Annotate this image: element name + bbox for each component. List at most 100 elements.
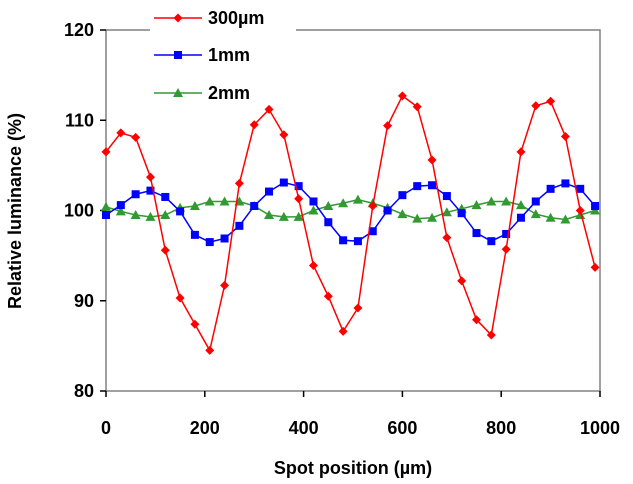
data-point [561,179,570,188]
data-point [353,303,363,313]
data-point [427,212,438,222]
data-point [501,244,511,254]
y-axis-title: Relative luminance (%) [5,113,25,309]
y-tick-label: 80 [74,381,94,401]
series-line [105,181,596,243]
data-point [264,104,274,114]
data-point [531,101,541,111]
data-point [516,213,525,222]
data-point [383,206,392,215]
data-point [265,187,274,196]
data-point [560,131,570,141]
data-point [546,184,555,193]
data-point [101,147,111,157]
data-point [190,230,199,239]
y-tick-label: 90 [74,291,94,311]
data-point [131,132,141,142]
x-tick-label: 1000 [580,418,620,438]
series-1 [102,178,600,247]
data-point [471,200,482,210]
data-point [441,207,452,217]
data-point [368,201,378,211]
legend-swatch-marker [173,88,183,97]
data-point [278,211,289,221]
data-point [502,229,511,238]
data-point [368,227,377,236]
data-point [160,245,170,255]
x-axis: 0 200 400 600 800 1000 [101,391,620,438]
data-point [176,207,185,216]
data-point [145,211,156,221]
legend-label: 2mm [208,83,250,103]
data-point [234,178,244,188]
x-tick-label: 600 [387,418,417,438]
series-line [105,94,596,353]
data-point [220,280,230,290]
x-tick-label: 800 [486,418,516,438]
legend-item: 2mm [154,83,250,103]
data-point [145,172,155,182]
data-point [175,293,185,303]
legend-item: 300µm [154,8,264,28]
data-point [131,190,140,199]
data-point [308,261,318,271]
data-point [220,234,229,243]
data-point [546,96,556,106]
data-point [398,191,407,200]
data-point [161,192,170,201]
data-point [531,197,540,206]
legend-swatch-marker [174,51,182,59]
data-point [102,211,110,220]
y-tick-label: 120 [64,20,94,40]
data-point [235,221,244,230]
data-point [323,291,333,301]
data-point [339,236,348,245]
data-point [472,315,481,325]
legend-label: 1mm [208,45,250,65]
data-point [205,238,214,247]
data-point [219,196,230,206]
data-point [204,196,215,206]
data-point [294,194,304,204]
data-point [457,209,466,218]
data-point [590,205,601,215]
data-point [130,210,141,220]
data-point [545,212,556,222]
data-point [575,206,585,215]
data-point [293,211,304,221]
data-point [353,237,362,246]
data-point [515,200,526,210]
y-tick-label: 110 [65,110,94,130]
data-point [427,155,437,165]
data-point [116,128,126,138]
data-point [442,192,451,201]
y-tick-label: 100 [64,201,94,221]
data-point [530,209,541,219]
data-point [442,233,452,243]
data-point [308,205,319,215]
legend-item: 1mm [154,45,250,65]
data-point [338,198,349,208]
data-point [383,121,393,131]
x-axis-title: Spot position (µm) [274,458,432,478]
x-tick-label: 400 [289,418,319,438]
y-axis: 80 90 100 110 120 [64,20,106,401]
x-tick-label: 0 [101,418,111,438]
data-point [116,201,125,210]
data-point [472,229,481,238]
series-layer [101,91,601,355]
data-point [101,201,111,211]
data-point [249,120,259,130]
data-point [264,210,275,220]
data-point [146,186,155,195]
legend-label: 300µm [208,8,264,28]
data-point [428,181,437,190]
data-point [412,102,422,112]
data-point [486,330,496,340]
data-point [457,276,467,286]
data-point [190,319,200,329]
data-point [576,184,585,193]
x-tick-label: 200 [190,418,220,438]
data-point [397,91,407,101]
